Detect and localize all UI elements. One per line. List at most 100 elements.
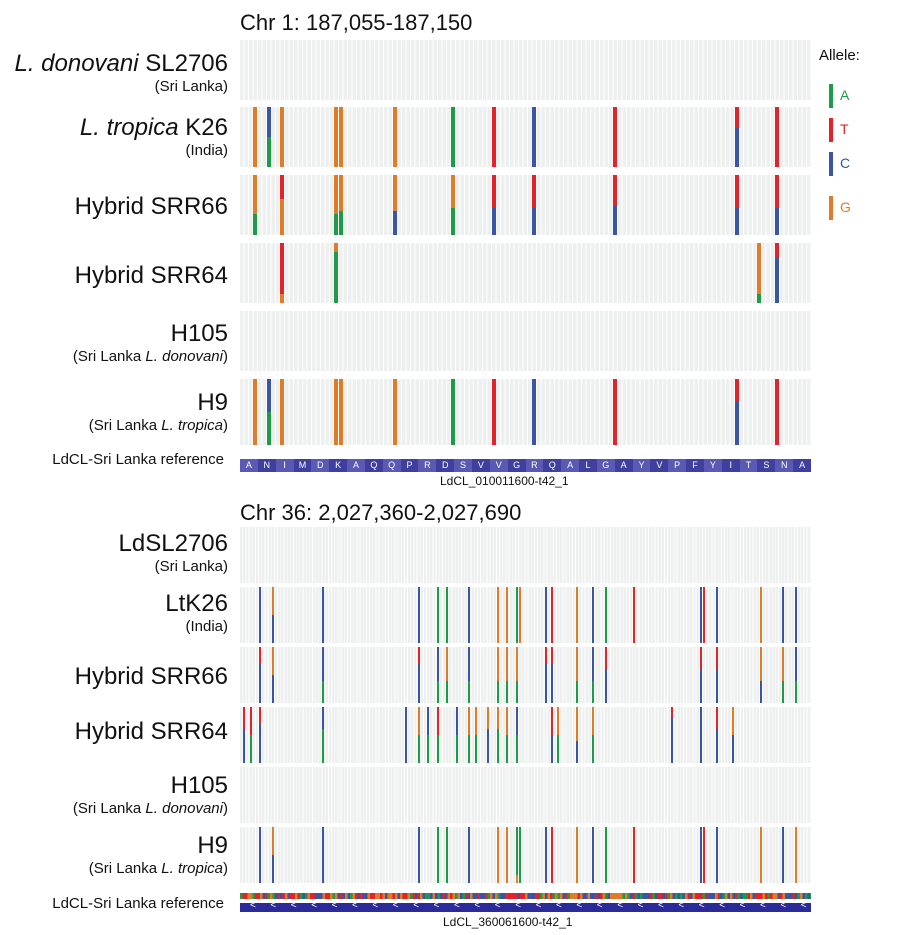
allele-segment	[417, 707, 420, 735]
allele-segment	[491, 175, 496, 208]
snp-bar	[322, 587, 325, 643]
coverage-track	[240, 827, 811, 883]
sample-name: H9	[197, 832, 228, 859]
sample-name: Hybrid SRR64	[74, 262, 228, 289]
allele-segment	[271, 647, 274, 675]
snp-bar	[271, 587, 274, 643]
coverage-track	[240, 243, 811, 303]
strand-arrow-icon: <	[576, 903, 583, 911]
allele-segment	[544, 587, 547, 643]
amino-acid: Q	[364, 459, 383, 472]
snp-bar	[734, 175, 739, 235]
allele-segment	[515, 707, 518, 735]
allele-segment	[404, 707, 407, 763]
allele-segment	[532, 379, 537, 445]
allele-segment	[280, 243, 285, 294]
amino-acid: A	[240, 459, 258, 472]
amino-acid: I	[721, 459, 740, 472]
allele-segment	[496, 680, 499, 703]
allele-segment	[427, 735, 430, 763]
allele-segment	[760, 587, 763, 643]
allele-segment	[334, 107, 339, 167]
allele-segment	[775, 379, 780, 445]
amino-acid: Y	[632, 459, 651, 472]
strand-arrow-icon: <	[494, 903, 501, 911]
snp-bar	[757, 243, 762, 303]
snp-bar	[703, 827, 706, 883]
legend-label: C	[840, 155, 851, 171]
snp-bar	[795, 587, 798, 643]
snp-bar	[334, 175, 339, 235]
allele-segment	[760, 647, 763, 681]
coverage-track	[240, 40, 811, 100]
snp-bar	[734, 379, 739, 445]
amino-acid: D	[311, 459, 330, 472]
allele-segment	[519, 587, 522, 643]
allele-segment	[271, 587, 274, 615]
amino-acid: R	[418, 459, 437, 472]
track-label: Hybrid SRR66	[75, 663, 228, 691]
coverage-track	[240, 311, 811, 371]
legend-label: T	[840, 121, 849, 137]
allele-segment	[515, 587, 518, 643]
strand-arrow-icon: <	[290, 903, 297, 911]
allele-segment	[699, 587, 702, 643]
snp-bar	[487, 707, 490, 763]
allele-segment	[592, 587, 595, 643]
snp-bar	[338, 175, 343, 235]
snp-bar	[519, 587, 522, 643]
allele-segment	[334, 379, 339, 445]
snp-bar	[613, 175, 618, 235]
snp-bar	[731, 707, 734, 763]
allele-segment	[633, 587, 636, 643]
sample-origin: (Sri Lanka L. donovani)	[72, 347, 228, 365]
strand-arrow-icon: <	[780, 903, 787, 911]
track-label: Hybrid SRR64	[75, 718, 228, 746]
allele-segment	[249, 707, 252, 735]
snp-bar	[491, 175, 496, 235]
legend-swatch	[829, 118, 833, 142]
sample-name: L. tropica K26	[79, 114, 228, 141]
snp-bar	[715, 647, 718, 703]
allele-segment	[334, 214, 339, 235]
allele-segment	[703, 587, 706, 643]
allele-segment	[259, 587, 262, 643]
panel-title: Chr 36: 2,027,360-2,027,690	[240, 500, 522, 525]
strand-arrow-icon: <	[698, 903, 705, 911]
allele-segment	[613, 205, 618, 235]
snp-bar	[760, 587, 763, 643]
track-label: L. tropica K26 (India)	[80, 114, 228, 159]
allele-segment	[491, 379, 496, 445]
allele-segment	[775, 208, 780, 235]
allele-segment	[613, 107, 618, 167]
snp-bar	[519, 827, 522, 883]
strand-arrow-icon: <	[637, 903, 644, 911]
allele-segment	[506, 827, 509, 883]
allele-segment	[550, 735, 553, 763]
legend-swatch	[829, 152, 833, 176]
allele-segment	[576, 740, 579, 763]
track-label: LdSL2706 (Sri Lanka)	[119, 530, 228, 575]
allele-segment	[782, 827, 785, 883]
snp-bar	[576, 707, 579, 763]
snp-bar	[515, 587, 518, 643]
snp-bar	[506, 587, 509, 643]
track-label: L. donovani SL2706 (Sri Lanka)	[14, 50, 228, 95]
allele-segment	[322, 827, 325, 883]
allele-segment	[243, 729, 246, 763]
allele-segment	[604, 669, 607, 703]
allele-segment	[271, 855, 274, 883]
amino-acid: Q	[543, 459, 562, 472]
amino-acid: V	[471, 459, 490, 472]
allele-segment	[604, 587, 607, 643]
amino-acid: Q	[382, 459, 401, 472]
allele-segment	[532, 208, 537, 235]
snp-bar	[715, 827, 718, 883]
sample-name: Hybrid SRR66	[74, 193, 228, 220]
allele-segment	[506, 647, 509, 681]
allele-segment	[455, 707, 458, 735]
allele-segment	[266, 137, 271, 167]
amino-acid: A	[793, 459, 811, 472]
snp-bar	[446, 827, 449, 883]
allele-segment	[544, 827, 547, 883]
